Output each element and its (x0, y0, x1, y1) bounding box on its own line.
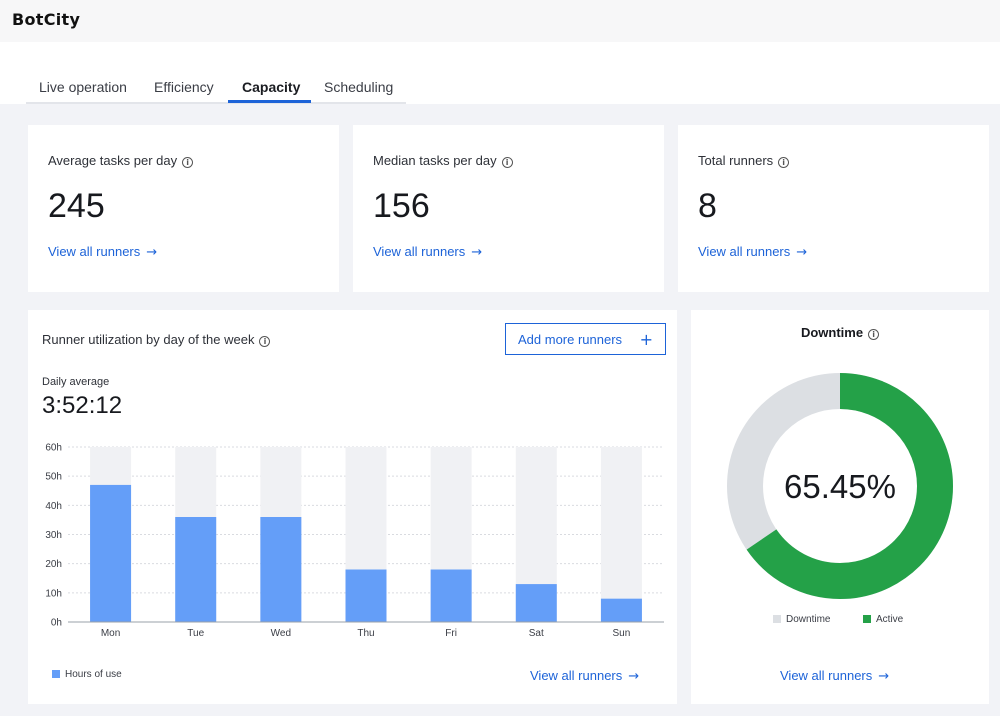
arrow-right-icon: → (878, 669, 890, 684)
info-icon[interactable]: i (501, 157, 513, 168)
tab-efficiency[interactable]: Efficiency (154, 79, 214, 95)
arrow-right-icon: → (471, 245, 483, 260)
bar-thu[interactable] (345, 569, 387, 623)
tab-bar: Live operation Efficiency Capacity Sched… (0, 42, 1000, 104)
view-all-runners-link[interactable]: View all runners → (780, 668, 890, 684)
plus-icon: + (639, 330, 653, 349)
bar-sat[interactable] (515, 584, 557, 622)
x-tick-label: Tue (187, 628, 204, 639)
legend-swatch (52, 670, 60, 678)
view-all-runners-link[interactable]: View all runners → (698, 244, 808, 260)
y-tick-label: 60h (45, 443, 62, 454)
arrow-right-icon: → (796, 245, 808, 260)
bar-mon[interactable] (90, 484, 132, 622)
y-tick-label: 30h (45, 530, 62, 541)
utilization-title: Runner utilization by day of the week i (42, 332, 271, 347)
kpi-value: 156 (373, 187, 430, 225)
tabs: Live operation Efficiency Capacity Sched… (26, 72, 406, 104)
donut-center-value: 65.45% (784, 468, 896, 505)
y-tick-label: 50h (45, 472, 62, 483)
x-tick-label: Fri (445, 628, 457, 639)
arrow-right-icon: → (628, 669, 640, 684)
kpi-card-median-tasks: Median tasks per day i 156 View all runne… (353, 125, 664, 292)
daily-average-value: 3:52:12 (42, 392, 123, 419)
x-tick-label: Mon (101, 628, 120, 639)
utilization-bar-chart: 0h 10h 20h 30h 40h 50h 60h Mon Tue Wed Thu Fri Sat Su… (45, 443, 664, 639)
arrow-right-icon: → (146, 245, 158, 260)
kpi-value: 245 (48, 187, 105, 225)
donut-segment-active[interactable] (727, 373, 953, 599)
legend-swatch (773, 615, 781, 623)
active-tab-indicator (228, 100, 311, 103)
bar-sun[interactable] (600, 598, 642, 622)
add-more-runners-button[interactable]: Add more runners + (505, 323, 666, 355)
info-icon[interactable]: i (259, 336, 271, 347)
view-all-runners-link[interactable]: View all runners → (530, 668, 640, 684)
bar-fri[interactable] (430, 569, 472, 623)
kpi-card-total-runners: Total runners i 8 View all runners → (678, 125, 989, 292)
daily-average-label: Daily average (42, 376, 110, 388)
info-icon[interactable]: i (868, 329, 880, 340)
x-tick-label: Sat (529, 628, 544, 639)
view-all-runners-link[interactable]: View all runners → (48, 244, 158, 260)
kpi-value: 8 (698, 187, 717, 225)
kpi-label: Average tasks per day i (48, 153, 194, 168)
info-icon[interactable]: i (182, 157, 194, 168)
utilization-card: Runner utilization by day of the week i A… (28, 310, 677, 704)
chart-legend: Hours of use (52, 669, 122, 680)
kpi-label: Total runners i (698, 153, 790, 168)
y-tick-label: 0h (51, 618, 62, 629)
y-tick-label: 10h (45, 588, 62, 599)
bar-tue[interactable] (175, 517, 217, 622)
legend-swatch (863, 615, 871, 623)
tab-capacity[interactable]: Capacity (242, 79, 301, 95)
legend-item-active: Active (863, 614, 903, 625)
downtime-card: Downtime i 65.45% Downtime Active View al… (691, 310, 989, 704)
top-bar: BotCity (0, 0, 1000, 42)
y-tick-label: 20h (45, 559, 62, 570)
logo: BotCity (12, 10, 81, 29)
downtime-title: Downtime i (691, 325, 989, 340)
kpi-label: Median tasks per day i (373, 153, 513, 168)
x-tick-label: Wed (271, 628, 291, 639)
x-tick-label: Thu (357, 628, 374, 639)
info-icon[interactable]: i (778, 157, 790, 168)
legend-item-downtime: Downtime (773, 614, 830, 625)
kpi-card-average-tasks: Average tasks per day i 245 View all runn… (28, 125, 339, 292)
x-tick-label: Sun (613, 628, 631, 639)
tab-live-operation[interactable]: Live operation (39, 79, 127, 95)
downtime-donut-chart: 65.45% (727, 373, 953, 599)
view-all-runners-link[interactable]: View all runners → (373, 244, 483, 260)
bar-wed[interactable] (260, 517, 302, 622)
y-tick-label: 40h (45, 501, 62, 512)
tab-scheduling[interactable]: Scheduling (324, 79, 394, 95)
bar-track (600, 447, 642, 622)
